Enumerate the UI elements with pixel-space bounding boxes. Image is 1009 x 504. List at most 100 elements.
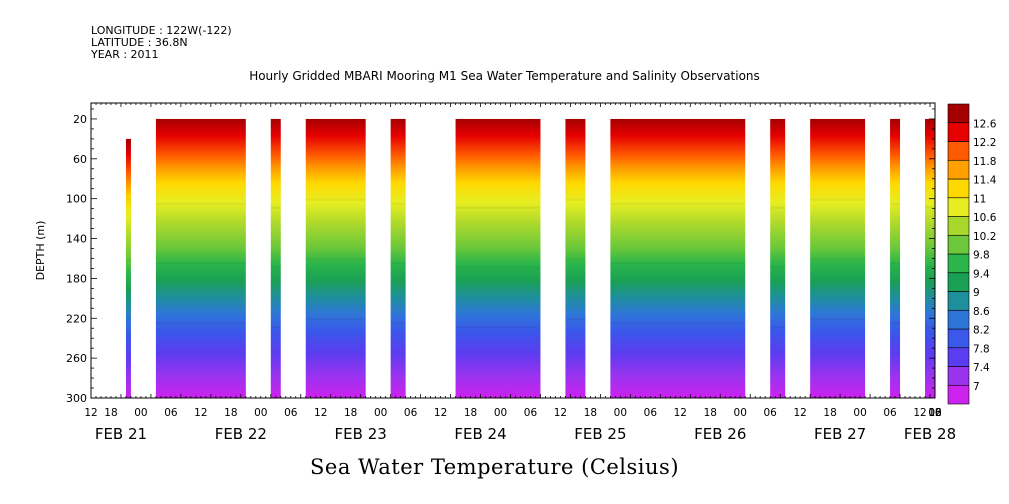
colorbar-label-8: 10.2: [973, 231, 996, 243]
x-tick-label-20: 12: [674, 407, 687, 419]
x-tick-label-25: 18: [823, 407, 836, 419]
x-tick-label-0: 12: [84, 407, 97, 419]
x-tick-label-16: 12: [554, 407, 567, 419]
x-tick-label-4: 12: [194, 407, 207, 419]
colorbar-label-2: 7.8: [973, 343, 990, 355]
colorbar-label-13: 12.2: [973, 137, 996, 149]
colorbar-label-4: 8.6: [973, 306, 990, 318]
x-day-label-1: FEB 22: [215, 425, 267, 443]
x-tick-label-3: 06: [164, 407, 178, 419]
year-label: YEAR : 2011: [91, 48, 159, 61]
colorbar-swatch-6: [947, 272, 970, 292]
x-tick-label-10: 00: [374, 407, 387, 419]
colorbar-label-14: 12.6: [973, 118, 997, 130]
colorbar-swatch-5: [947, 291, 970, 311]
x-tick-label-21: 18: [704, 407, 717, 419]
colorbar-swatch-13: [947, 141, 970, 161]
colorbar-label-10: 11: [973, 193, 986, 205]
x-tick-label-31: 06: [928, 407, 942, 419]
data-segment-7: [610, 118, 746, 398]
x-tick-label-22: 00: [734, 407, 747, 419]
colorbar-swatch-1: [947, 366, 970, 386]
x-tick-label-13: 18: [464, 407, 477, 419]
x-tick-label-9: 18: [344, 407, 357, 419]
x-tick-label-6: 00: [254, 407, 267, 419]
data-segment-4: [390, 118, 406, 398]
data-segment-8: [770, 118, 786, 398]
plot-frame: [90, 102, 936, 399]
x-day-label-6: FEB 27: [814, 425, 866, 443]
x-tick-label-11: 06: [404, 407, 418, 419]
x-day-label-3: FEB 24: [454, 425, 506, 443]
x-day-label-7: FEB 28: [904, 425, 956, 443]
colorbar-label-9: 10.6: [973, 212, 997, 224]
y-tick-label-2: 100: [66, 193, 87, 206]
colorbar-caption: Sea Water Temperature (Celsius): [310, 455, 680, 479]
x-tick-label-8: 12: [314, 407, 327, 419]
colorbar-label-6: 9.4: [973, 268, 990, 280]
colorbar-swatch-11: [947, 178, 970, 199]
longitude-label: LONGITUDE : 122W(-122): [91, 24, 232, 37]
y-tick-label-3: 140: [66, 233, 87, 246]
y-tick-label-6: 260: [66, 352, 87, 365]
colorbar-swatch-8: [947, 234, 970, 255]
x-tick-label-17: 18: [584, 407, 597, 419]
data-segment-10: [890, 118, 901, 398]
x-tick-label-24: 12: [793, 407, 806, 419]
y-tick-label-4: 180: [66, 272, 87, 285]
x-tick-label-30: 00: [928, 407, 941, 419]
colorbar-label-7: 9.8: [973, 250, 990, 262]
x-tick-label-23: 06: [764, 407, 778, 419]
x-tick-label-1: 18: [104, 407, 117, 419]
x-tick-label-2: 00: [134, 407, 147, 419]
data-segment-0: [125, 138, 131, 399]
x-tick-label-28: 12: [913, 407, 926, 419]
x-tick-label-29: 18: [928, 407, 941, 419]
x-day-label-0: FEB 21: [95, 425, 147, 443]
colorbar-label-1: 7.4: [973, 362, 990, 374]
colorbar-swatch-7: [947, 253, 970, 274]
colorbar-label-0: 7: [973, 381, 980, 393]
x-tick-label-12: 12: [434, 407, 447, 419]
colorbar-swatch-12: [947, 159, 970, 180]
colorbar-label-5: 9: [973, 287, 980, 299]
data-segment-3: [305, 118, 366, 398]
colorbar-swatch-4: [947, 309, 970, 330]
x-tick-label-19: 06: [644, 407, 658, 419]
x-day-label-2: FEB 23: [335, 425, 387, 443]
colorbar-label-11: 11.4: [973, 175, 997, 187]
x-tick-label-14: 00: [494, 407, 507, 419]
data-segment-9: [810, 118, 866, 398]
data-segment-2: [270, 118, 281, 398]
data-segment-1: [155, 118, 246, 398]
y-axis-label: DEPTH (m): [34, 221, 47, 281]
colorbar-swatch-15: [947, 103, 970, 124]
colorbar-swatch-3: [947, 328, 970, 349]
x-tick-label-18: 00: [614, 407, 627, 419]
y-tick-label-1: 60: [73, 153, 87, 166]
x-tick-label-5: 18: [224, 407, 237, 419]
chart-title: Hourly Gridded MBARI Mooring M1 Sea Wate…: [249, 69, 760, 83]
colorbar-label-3: 8.2: [973, 325, 990, 337]
y-tick-label-5: 220: [66, 312, 87, 325]
x-day-label-4: FEB 25: [574, 425, 626, 443]
colorbar-swatch-2: [947, 347, 970, 367]
colorbar-swatch-14: [947, 122, 970, 142]
colorbar-swatch-10: [947, 197, 970, 217]
x-tick-label-32: 12: [928, 407, 941, 419]
colorbar-label-12: 11.8: [973, 156, 996, 168]
latitude-label: LATITUDE : 36.8N: [91, 36, 188, 49]
x-tick-label-15: 06: [524, 407, 538, 419]
x-tick-label-27: 06: [883, 407, 897, 419]
plot-area: [125, 118, 935, 399]
colorbar-swatch-9: [947, 216, 970, 236]
y-tick-label-7: 300: [66, 392, 87, 405]
x-day-label-5: FEB 26: [694, 425, 746, 443]
x-tick-label-26: 00: [853, 407, 866, 419]
data-segment-11: [925, 118, 935, 398]
colorbar: 7 7.4 7.8 8.2 8.6 9 9.4 9.8 10.2 10.6 11 11.4 11.8 12…: [947, 103, 997, 405]
y-tick-label-0: 20: [73, 113, 87, 126]
x-tick-label-7: 06: [284, 407, 298, 419]
